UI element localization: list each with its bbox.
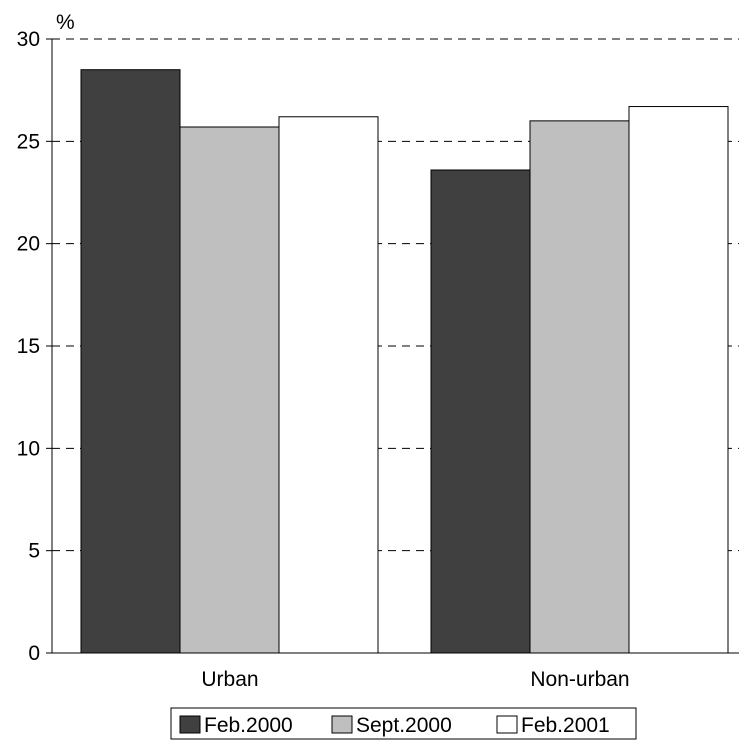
legend-label: Feb.2001 (521, 714, 610, 737)
y-tick-label: 5 (28, 540, 40, 563)
y-tick-label: 15 (17, 335, 40, 358)
axes: 0 5 10 15 20 25 30 Urban Non-urban (17, 28, 739, 691)
bar-urban-2 (278, 116, 379, 654)
bar-non-urban-0 (430, 169, 531, 654)
legend-box (170, 707, 637, 740)
x-category-label: Non-urban (530, 668, 629, 691)
y-tick-label: 25 (17, 130, 40, 153)
bars (80, 69, 729, 654)
y-tick-label: 20 (17, 233, 40, 256)
legend: Feb.2000 Sept.2000 Feb.2001 (170, 707, 637, 740)
legend-swatch (331, 715, 353, 734)
legend-label: Feb.2000 (204, 714, 293, 737)
y-tick-label: 30 (17, 28, 40, 51)
x-category-label: Urban (201, 668, 258, 691)
bar-non-urban-2 (628, 106, 729, 654)
y-tick-label: 10 (17, 437, 40, 460)
bar-urban-1 (179, 126, 280, 654)
y-tick-label: 0 (28, 642, 40, 665)
legend-swatch (179, 715, 201, 734)
bar-non-urban-1 (529, 120, 630, 654)
legend-label: Sept.2000 (356, 714, 452, 737)
bar-urban-0 (80, 69, 181, 654)
legend-swatch (496, 715, 518, 734)
y-axis-unit-label: % (56, 11, 75, 34)
